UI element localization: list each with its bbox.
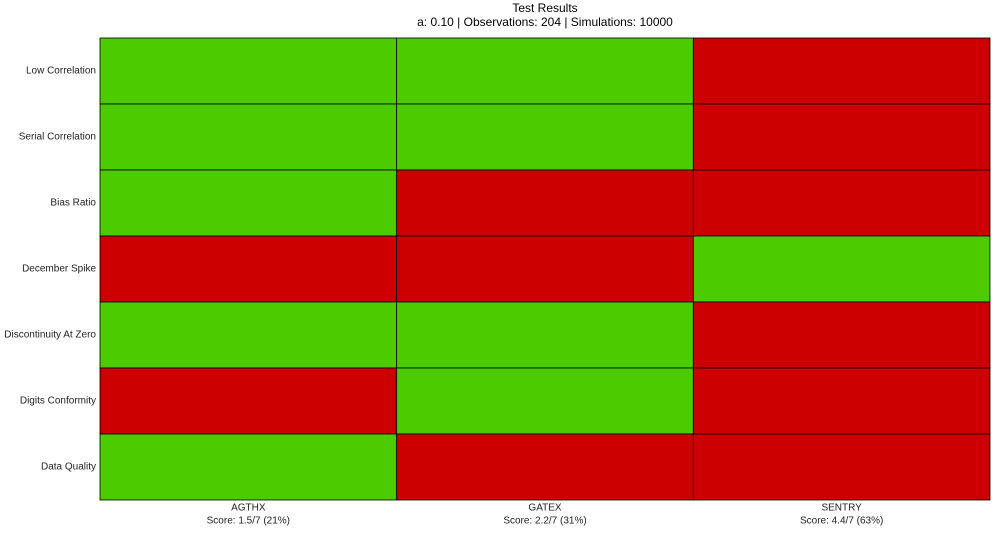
cell: [396, 169, 694, 237]
row-label: Low Correlation: [26, 66, 96, 77]
row-label: Discontinuity At Zero: [4, 330, 96, 341]
cell: [692, 367, 991, 435]
column-label: AGTHX: [231, 503, 266, 514]
cell: [99, 37, 398, 105]
cell: [692, 103, 991, 171]
cell: [692, 37, 991, 105]
chart-title: Test Results: [512, 1, 577, 15]
row-label: Bias Ratio: [50, 198, 96, 209]
column-score: Score: 4.4/7 (63%): [800, 516, 883, 527]
column-score: Score: 2.2/7 (31%): [503, 516, 586, 527]
column-label: GATEX: [528, 503, 561, 514]
cell: [396, 37, 694, 105]
cell: [99, 367, 398, 435]
cell: [396, 433, 694, 501]
cell: [396, 301, 694, 369]
row-label: December Spike: [22, 264, 96, 275]
cell: [692, 301, 991, 369]
cell: [692, 235, 991, 303]
cell: [99, 235, 398, 303]
column-label: SENTRY: [821, 503, 862, 514]
row-label: Digits Conformity: [20, 396, 96, 407]
cell: [396, 103, 694, 171]
row-label: Data Quality: [41, 462, 96, 473]
cell: [396, 235, 694, 303]
cell: [99, 103, 398, 171]
column-score: Score: 1.5/7 (21%): [207, 516, 290, 527]
cell: [99, 301, 398, 369]
cell: [396, 367, 694, 435]
cell: [692, 433, 991, 501]
cell: [99, 169, 398, 237]
row-label: Serial Correlation: [19, 132, 96, 143]
chart-subtitle: a: 0.10 | Observations: 204 | Simulation…: [417, 15, 673, 29]
cell: [692, 169, 991, 237]
cell: [99, 433, 398, 501]
